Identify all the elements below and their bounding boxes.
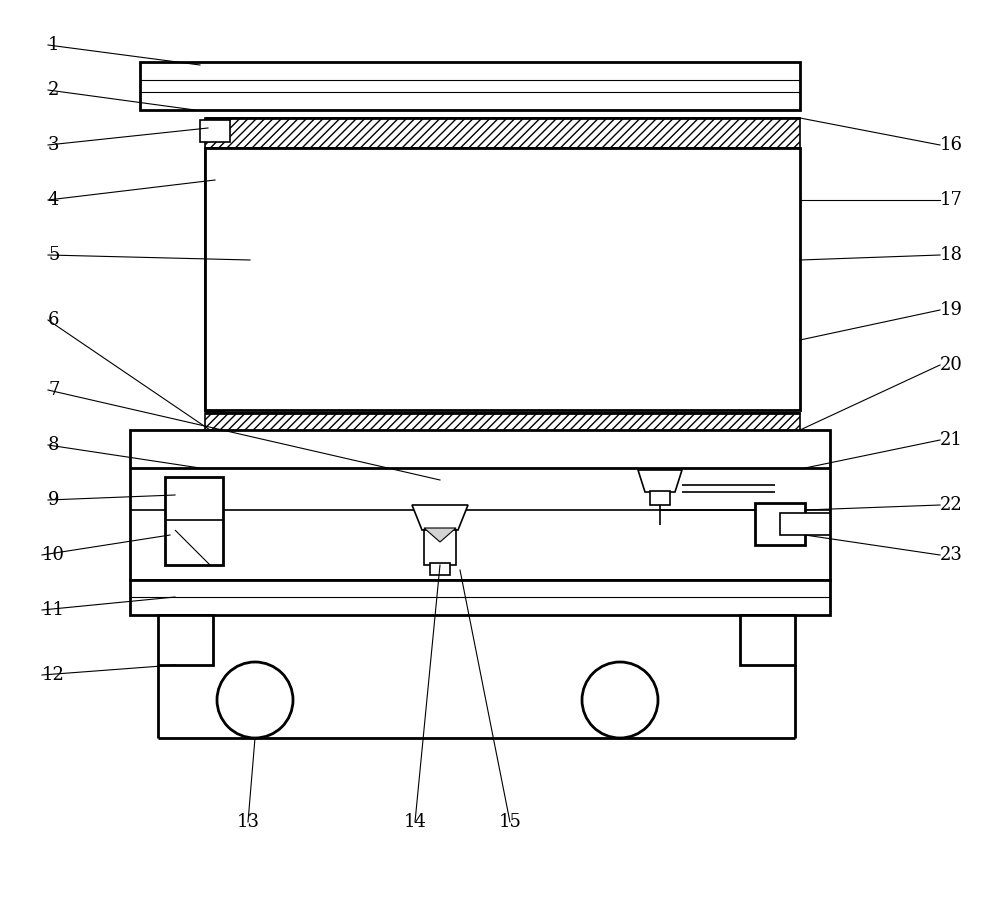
Bar (205, 445, 800, 468)
Text: 14: 14 (404, 813, 426, 831)
Text: 21: 21 (940, 431, 963, 449)
Text: 6: 6 (48, 311, 60, 329)
Text: 2: 2 (48, 81, 59, 99)
Text: 13: 13 (237, 813, 260, 831)
Bar (430, 563, 450, 575)
Text: 23: 23 (940, 546, 963, 564)
Text: 22: 22 (940, 496, 963, 514)
Text: 10: 10 (42, 546, 65, 564)
Bar (740, 615, 795, 665)
Bar (424, 530, 456, 565)
Polygon shape (424, 528, 456, 542)
Text: 5: 5 (48, 246, 59, 264)
Text: 17: 17 (940, 191, 963, 209)
Text: 15: 15 (499, 813, 521, 831)
Bar (215, 148, 223, 410)
Text: 18: 18 (940, 246, 963, 264)
Bar (205, 148, 800, 410)
Bar (200, 120, 230, 142)
Bar (780, 513, 830, 535)
Text: 11: 11 (42, 601, 65, 619)
Bar (205, 118, 800, 148)
Bar (465, 504, 495, 518)
Text: 1: 1 (48, 36, 60, 54)
Text: 8: 8 (48, 436, 60, 454)
Text: 3: 3 (48, 136, 60, 154)
Text: 9: 9 (48, 491, 60, 509)
Text: 4: 4 (48, 191, 59, 209)
Text: 12: 12 (42, 666, 65, 684)
Bar (205, 413, 800, 445)
Bar (130, 430, 830, 580)
Bar (755, 503, 805, 545)
Polygon shape (412, 505, 468, 530)
Bar (650, 491, 670, 505)
Polygon shape (638, 470, 682, 492)
Bar (130, 580, 830, 615)
Bar (140, 62, 800, 110)
Bar (205, 148, 223, 410)
Text: 20: 20 (940, 356, 963, 374)
Bar (165, 477, 223, 565)
Bar (158, 615, 213, 665)
Text: 16: 16 (940, 136, 963, 154)
Text: 7: 7 (48, 381, 59, 399)
Text: 19: 19 (940, 301, 963, 319)
